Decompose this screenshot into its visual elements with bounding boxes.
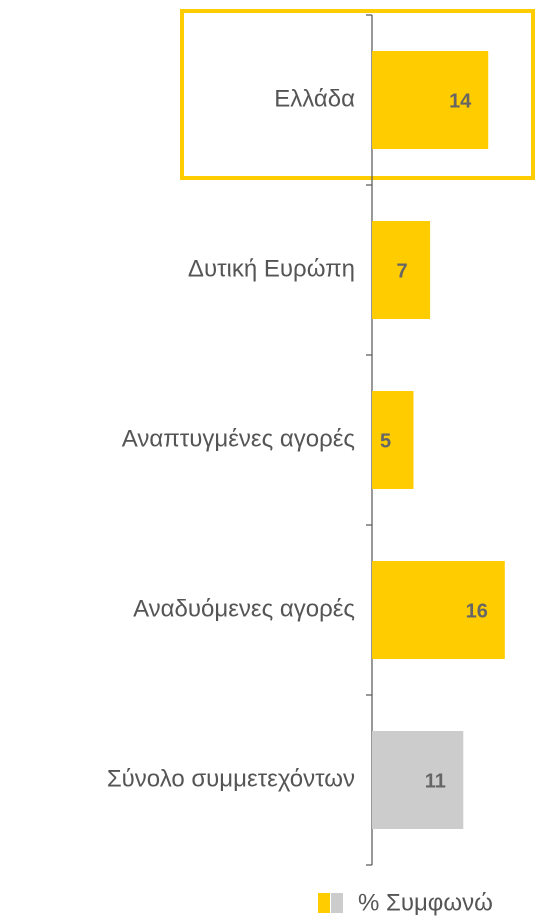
category-label: Αναπτυγμένες αγορές	[122, 425, 355, 452]
value-label: 7	[397, 260, 408, 282]
category-label: Αναδυόμενες αγορές	[133, 595, 355, 622]
value-label: 11	[425, 770, 446, 792]
bar	[372, 391, 414, 489]
legend-label: % Συμφωνώ	[358, 889, 493, 916]
highlight-box	[180, 9, 535, 180]
value-label: 5	[380, 430, 391, 452]
bar	[372, 731, 464, 829]
bar	[372, 51, 489, 149]
category-label: Ελλάδα	[274, 85, 355, 112]
bar	[372, 221, 431, 319]
value-label: 16	[466, 600, 488, 622]
bar	[372, 561, 505, 659]
value-label: 14	[449, 90, 472, 112]
category-label: Δυτική Ευρώπη	[188, 255, 355, 282]
category-label: Σύνολο συμμετεχόντων	[107, 765, 355, 792]
legend-swatch	[331, 893, 343, 913]
legend-swatch	[318, 893, 330, 913]
